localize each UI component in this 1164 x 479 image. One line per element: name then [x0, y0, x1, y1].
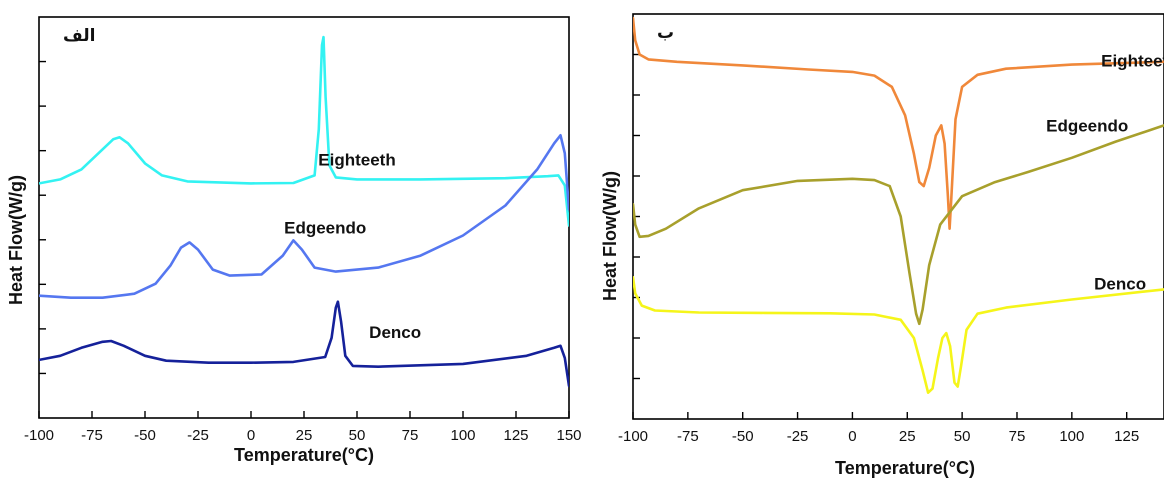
x-tick-label: 125	[503, 427, 528, 444]
x-axis-title: Temperature(°C)	[234, 445, 374, 465]
x-tick-label: 75	[1009, 428, 1026, 445]
x-tick-label: -50	[134, 427, 156, 444]
x-tick-label: 0	[848, 428, 856, 445]
series-line-edgeendo	[39, 134, 569, 299]
series-line-eighteeth	[39, 35, 569, 227]
x-tick-label: -50	[732, 428, 754, 445]
y-axis-title: Heat Flow(W/g)	[600, 171, 620, 301]
panel-label: ب	[657, 23, 674, 42]
panel-label: الف	[63, 26, 95, 45]
x-tick-label: -100	[618, 428, 648, 445]
x-tick-label: 75	[402, 427, 419, 444]
x-tick-label: -100	[24, 427, 54, 444]
series-label-denco: Denco	[369, 323, 421, 342]
plot-frame	[632, 13, 1164, 420]
series-label-denco: Denco	[1094, 274, 1146, 293]
series-label-eighteeth: Eighteeth	[1101, 52, 1164, 71]
x-tick-label: 100	[450, 427, 475, 444]
x-tick-label: 150	[556, 427, 581, 444]
x-tick-label: 50	[349, 427, 366, 444]
series-line-denco	[39, 300, 569, 388]
x-tick-label: -25	[787, 428, 809, 445]
series-label-edgeendo: Edgeendo	[1046, 116, 1128, 135]
panel-be: -100 -75 -50 -25 0 25 50 75 100 125 Temperature(°C…	[600, 13, 1164, 478]
series-line-eighteeth	[633, 16, 1164, 230]
x-tick-label: 25	[296, 427, 313, 444]
y-axis-title: Heat Flow(W/g)	[6, 175, 26, 305]
x-tick-label: -25	[187, 427, 209, 444]
x-axis-title: Temperature(°C)	[835, 458, 975, 478]
x-tick-label: -75	[677, 428, 699, 445]
series-label-eighteeth: Eighteeth	[318, 150, 395, 169]
x-tick-label: 125	[1114, 428, 1139, 445]
series-line-denco	[633, 276, 1164, 394]
series-label-edgeendo: Edgeendo	[284, 219, 366, 238]
x-tick-label: 25	[899, 428, 916, 445]
panel-alef: -100 -75 -50 -25 0 25 50 75 100 125 150 Temperature…	[6, 16, 582, 465]
x-tick-label: 100	[1059, 428, 1084, 445]
series-line-edgeendo	[633, 124, 1164, 326]
x-tick-label: -75	[81, 427, 103, 444]
x-tick-label: 50	[954, 428, 971, 445]
x-tick-label: 0	[247, 427, 255, 444]
